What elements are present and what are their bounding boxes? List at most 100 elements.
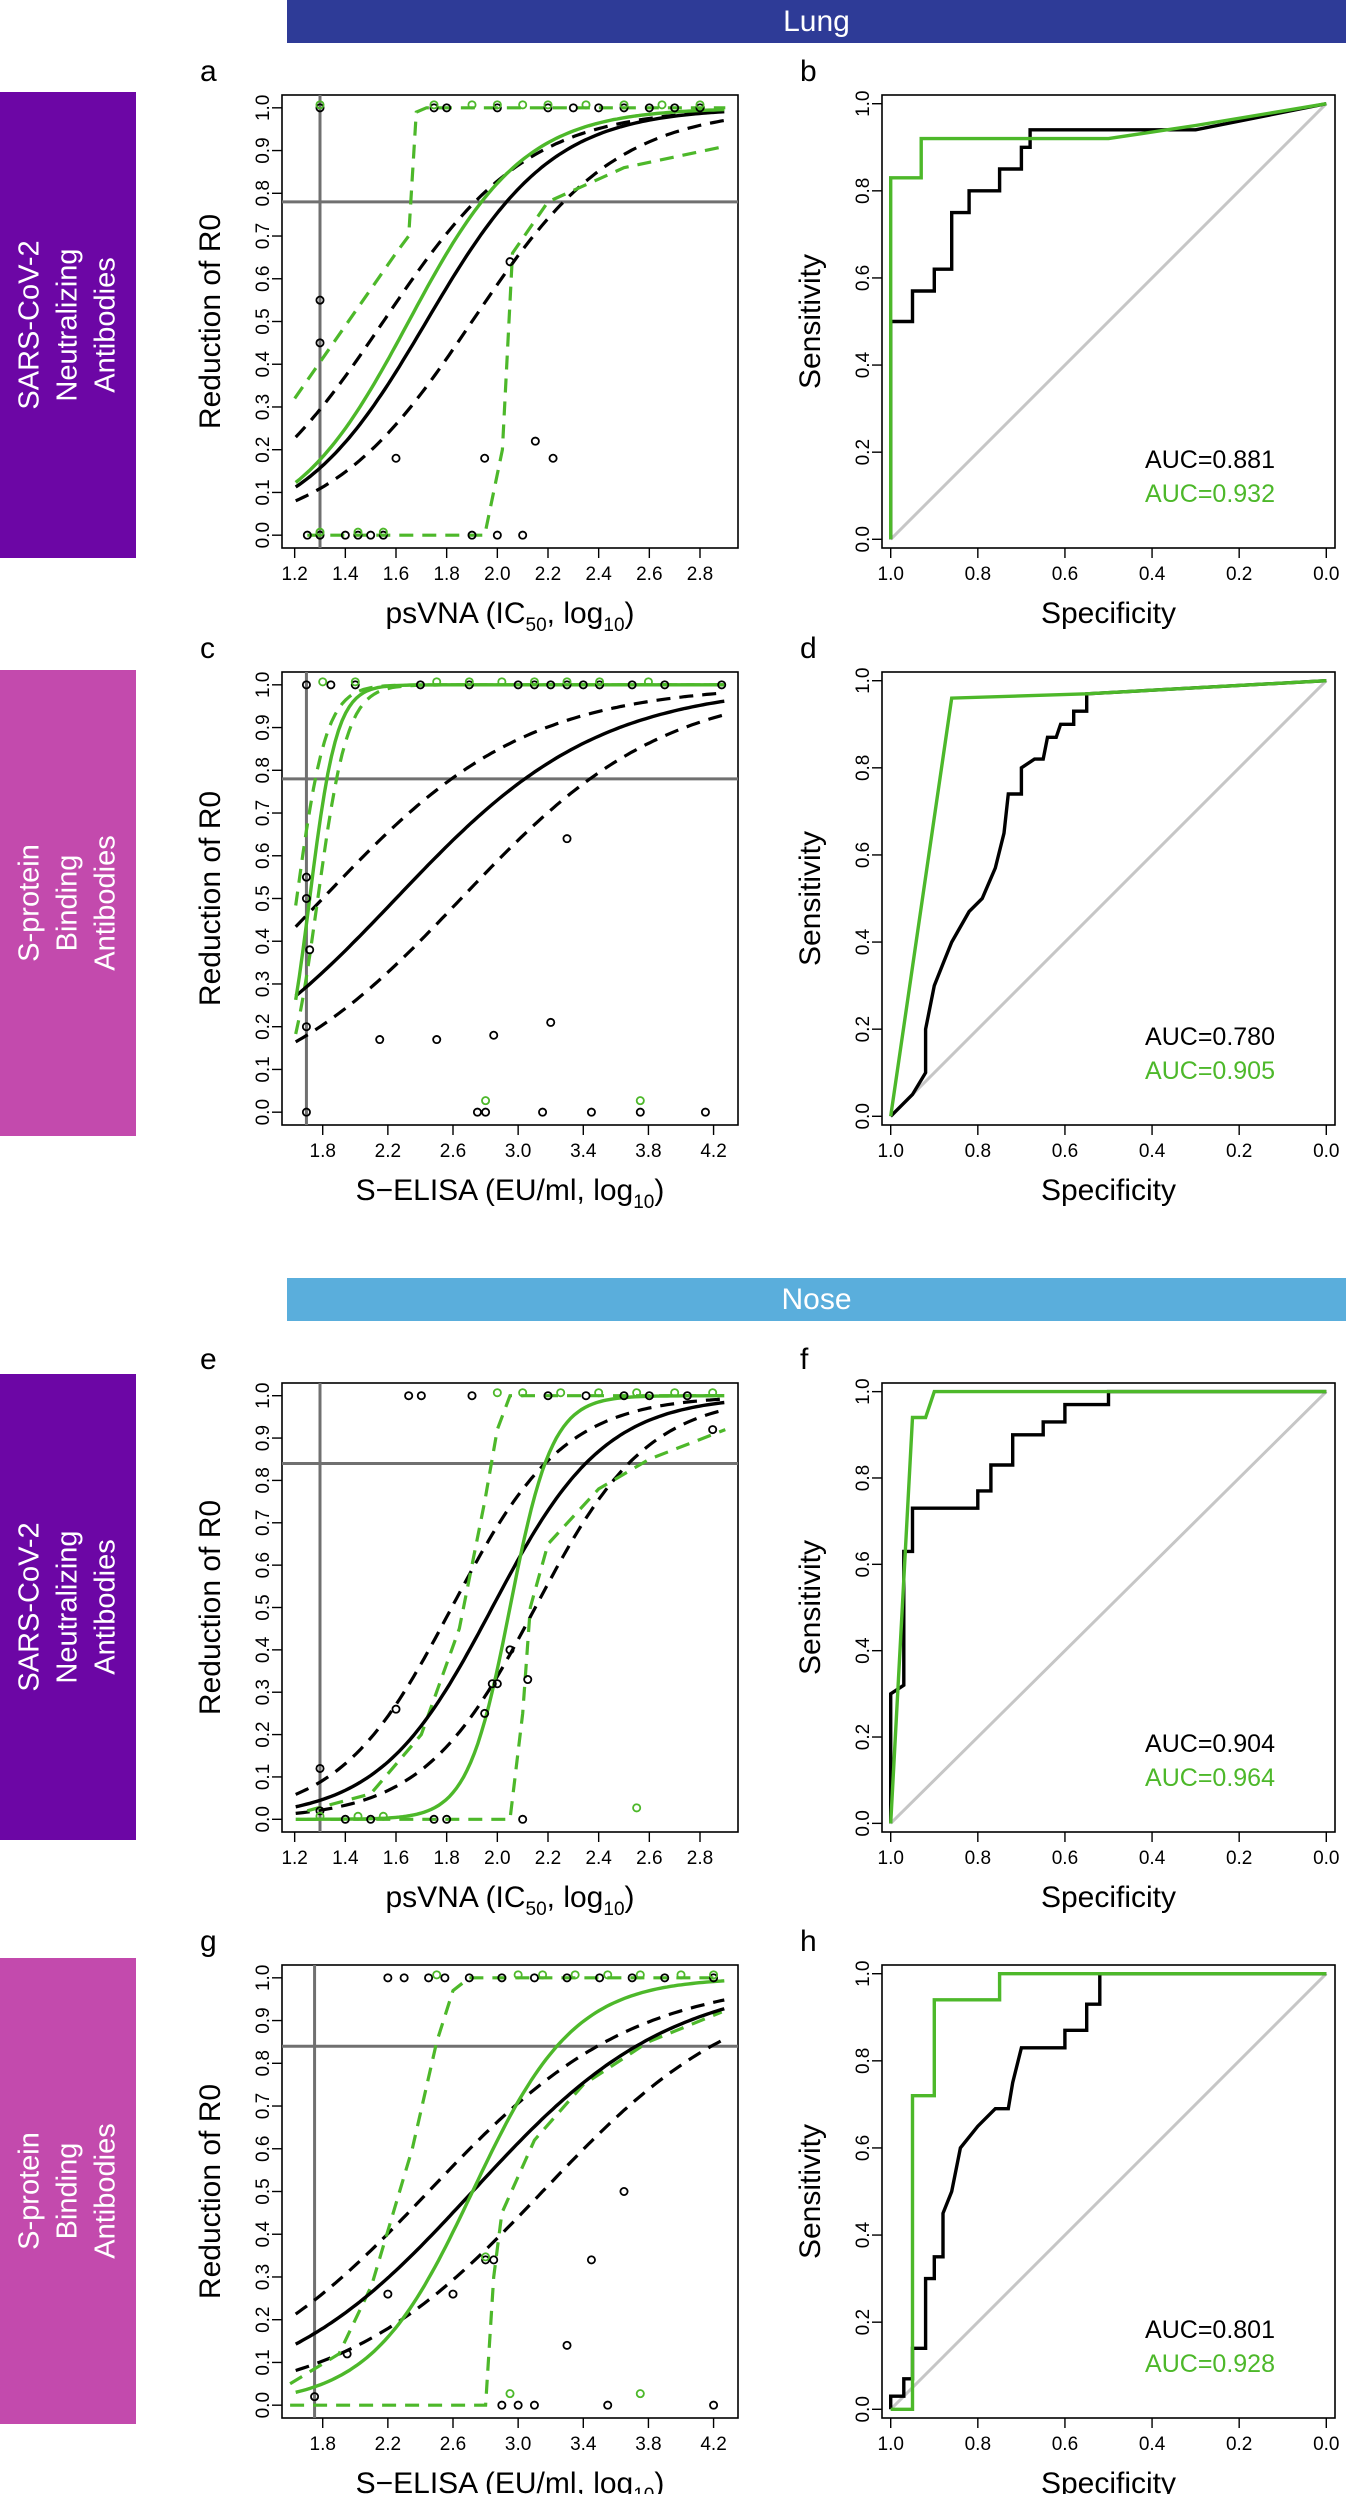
green-data-point	[315, 1811, 325, 1821]
black-data-point	[660, 1973, 670, 1983]
green-data-point	[594, 1388, 604, 1398]
x-tick-label: 2.4	[585, 564, 612, 585]
black-data-point	[481, 2255, 491, 2265]
lung-banner: Lung	[287, 0, 1346, 43]
black-data-point	[429, 103, 439, 113]
x-axis-label-subscript: 50	[526, 615, 547, 636]
y-tick-label: 0.0	[853, 1810, 874, 1836]
black-data-point	[708, 1425, 718, 1435]
green-data-point	[315, 100, 325, 110]
y-tick-label: 0.2	[853, 439, 874, 465]
x-tick-label: 2.2	[375, 2434, 401, 2455]
y-axis-label: Reduction of R0	[194, 791, 227, 1006]
black-data-point	[529, 1973, 539, 1983]
black-data-point	[315, 530, 325, 540]
black-data-point	[497, 2400, 507, 2410]
black-data-point	[399, 1973, 409, 1983]
y-tick-label: 0.9	[253, 2007, 274, 2033]
black-data-point	[492, 530, 502, 540]
x-axis-label-part: psVNA (IC	[385, 597, 525, 630]
x-axis-label-part: S−ELISA (EU/ml, log	[356, 2467, 634, 2494]
x-axis-label: S−ELISA (EU/ml, log10)	[356, 1174, 665, 1213]
y-tick-label: 0.2	[853, 1724, 874, 1750]
auc-label: AUC=0.801	[1145, 2316, 1275, 2344]
black-data-point	[391, 1704, 401, 1714]
black-ci-lower-line	[294, 713, 725, 1044]
black-fit-line	[294, 2007, 725, 2346]
panel-letter: c	[200, 632, 215, 665]
roc-diagonal-line	[889, 1972, 1328, 2411]
y-tick-label: 0.6	[853, 1551, 874, 1577]
auc-label: AUC=0.780	[1145, 1023, 1275, 1051]
black-data-point	[301, 680, 311, 690]
y-tick-label: 0.8	[253, 2050, 274, 2076]
black-data-point	[302, 530, 312, 540]
black-data-point	[548, 453, 558, 463]
x-axis-label-part: )	[654, 2467, 664, 2494]
x-tick-label: 3.8	[635, 1141, 661, 1162]
y-tick-label: 0.5	[253, 885, 274, 911]
y-tick-label: 0.0	[853, 1103, 874, 1129]
green-fit-line	[295, 1979, 725, 2394]
plot-frame	[881, 94, 1336, 549]
x-axis-label-part: , log	[547, 597, 604, 630]
y-axis-label: Reduction of R0	[194, 2084, 227, 2299]
black-fit-line	[295, 1400, 725, 1809]
green-data-point	[695, 100, 705, 110]
black-data-point	[480, 1708, 490, 1718]
black-data-point	[709, 1973, 719, 1983]
black-data-point	[644, 1391, 654, 1401]
black-data-point	[513, 2400, 523, 2410]
x-tick-label: 0.2	[1226, 1141, 1252, 1162]
black-data-point	[342, 2349, 352, 2359]
green-data-point	[518, 100, 528, 110]
black-ci-lower-line	[295, 118, 725, 503]
panel-letter: b	[800, 55, 817, 88]
y-tick-label: 1.0	[853, 668, 874, 694]
black-data-point	[383, 2289, 393, 2299]
black-data-point	[619, 2186, 629, 2196]
black-data-point	[568, 103, 578, 113]
green-fit-line	[294, 107, 725, 484]
x-tick-label: 0.6	[1052, 564, 1078, 585]
y-tick-label: 0.0	[253, 1099, 274, 1125]
y-axis-label: Sensitivity	[794, 831, 827, 966]
black-data-point	[670, 103, 680, 113]
black-data-point	[562, 680, 572, 690]
black-data-point	[627, 680, 637, 690]
black-data-point	[682, 1391, 692, 1401]
black-data-point	[562, 1973, 572, 1983]
black-data-point	[529, 2400, 539, 2410]
y-tick-label: 0.2	[253, 436, 274, 462]
plot-area	[889, 102, 1328, 541]
green-fit-line	[295, 1394, 725, 1821]
side-label-nose-neutralizing: SARS-CoV-2 Neutralizing Antibodies	[0, 1374, 136, 1840]
green-data-point	[518, 1388, 528, 1398]
black-data-point	[578, 680, 588, 690]
black-data-point	[301, 1022, 311, 1032]
x-tick-label: 0.8	[965, 1848, 991, 1869]
x-axis-label-part: )	[625, 597, 635, 630]
x-axis-label: psVNA (IC50, log10)	[385, 597, 634, 636]
black-ci-upper-line	[294, 691, 725, 928]
x-tick-label: 3.0	[505, 1141, 531, 1162]
plot-frame	[881, 671, 1336, 1126]
y-tick-label: 0.7	[253, 1510, 274, 1536]
black-data-point	[518, 1814, 528, 1824]
plot-area	[889, 679, 1328, 1118]
auc-label: AUC=0.932	[1145, 480, 1275, 508]
y-tick-label: 0.4	[853, 351, 874, 378]
black-data-point	[301, 872, 311, 882]
green-data-point	[467, 100, 477, 110]
green-data-point	[497, 677, 507, 687]
y-tick-label: 0.0	[253, 2392, 274, 2418]
black-data-point	[489, 2255, 499, 2265]
black-data-point	[523, 1675, 533, 1685]
black-data-point	[603, 2400, 613, 2410]
x-axis-label: Specificity	[1041, 1174, 1176, 1207]
black-data-point	[366, 1814, 376, 1824]
x-tick-label: 0.2	[1226, 2434, 1252, 2455]
black-data-point	[301, 894, 311, 904]
x-tick-label: 1.8	[310, 2434, 336, 2455]
y-tick-label: 0.0	[253, 522, 274, 548]
